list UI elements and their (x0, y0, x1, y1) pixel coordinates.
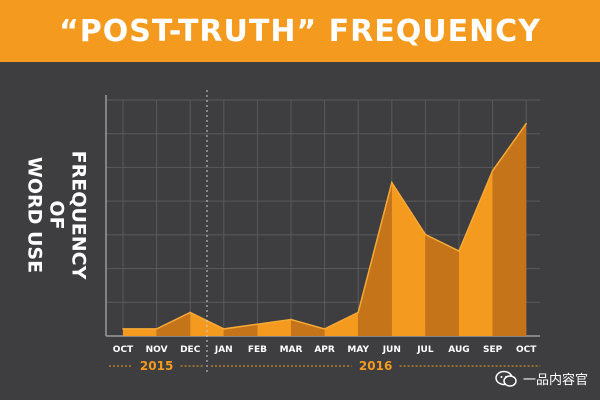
data-point (491, 170, 494, 172)
x-tick-label: OCT (113, 345, 134, 355)
area-segment (156, 312, 191, 336)
x-tick-label: MAR (280, 345, 303, 355)
area-segment (425, 234, 459, 336)
x-tick-label: FEB (248, 345, 267, 355)
data-point (256, 323, 259, 326)
data-point (189, 311, 191, 314)
chart-title: “POST-TRUTH” FREQUENCY (59, 13, 541, 49)
x-tick-label: OCT (516, 345, 537, 355)
x-tick-label: MAY (347, 345, 369, 355)
data-point (424, 233, 427, 236)
watermark-text: 一品内容官 (522, 373, 588, 388)
area-segment (223, 324, 258, 336)
data-point (323, 328, 326, 330)
year-label: 2016 (359, 359, 392, 373)
year-label: 2015 (140, 359, 173, 373)
area-segment (324, 312, 359, 336)
data-point (391, 181, 393, 184)
data-point (525, 122, 527, 125)
x-tick-label: SEP (483, 345, 503, 355)
x-tick-label: JUN (382, 345, 401, 355)
x-tick-label: JAN (214, 345, 233, 355)
title-banner: “POST-TRUTH” FREQUENCY (0, 0, 600, 62)
wechat-icon (495, 370, 517, 387)
watermark: 一品内容官 (495, 369, 588, 388)
x-tick-label: DEC (180, 345, 201, 355)
area-segment (291, 319, 325, 336)
x-tick-label: APR (314, 345, 335, 355)
area-segment (459, 170, 493, 336)
data-point (357, 311, 360, 314)
data-point (458, 250, 460, 252)
area-segment (123, 328, 157, 336)
area-segment (190, 312, 224, 336)
data-point (122, 328, 124, 330)
data-point (223, 328, 225, 330)
x-tick-label: JUL (416, 345, 434, 355)
area-segment (391, 182, 426, 336)
data-point (155, 328, 158, 330)
x-tick-label: AUG (448, 345, 469, 355)
x-tick-label: NOV (146, 345, 168, 355)
area-segment (492, 123, 527, 336)
data-point (290, 318, 292, 321)
area-segment (358, 182, 392, 336)
